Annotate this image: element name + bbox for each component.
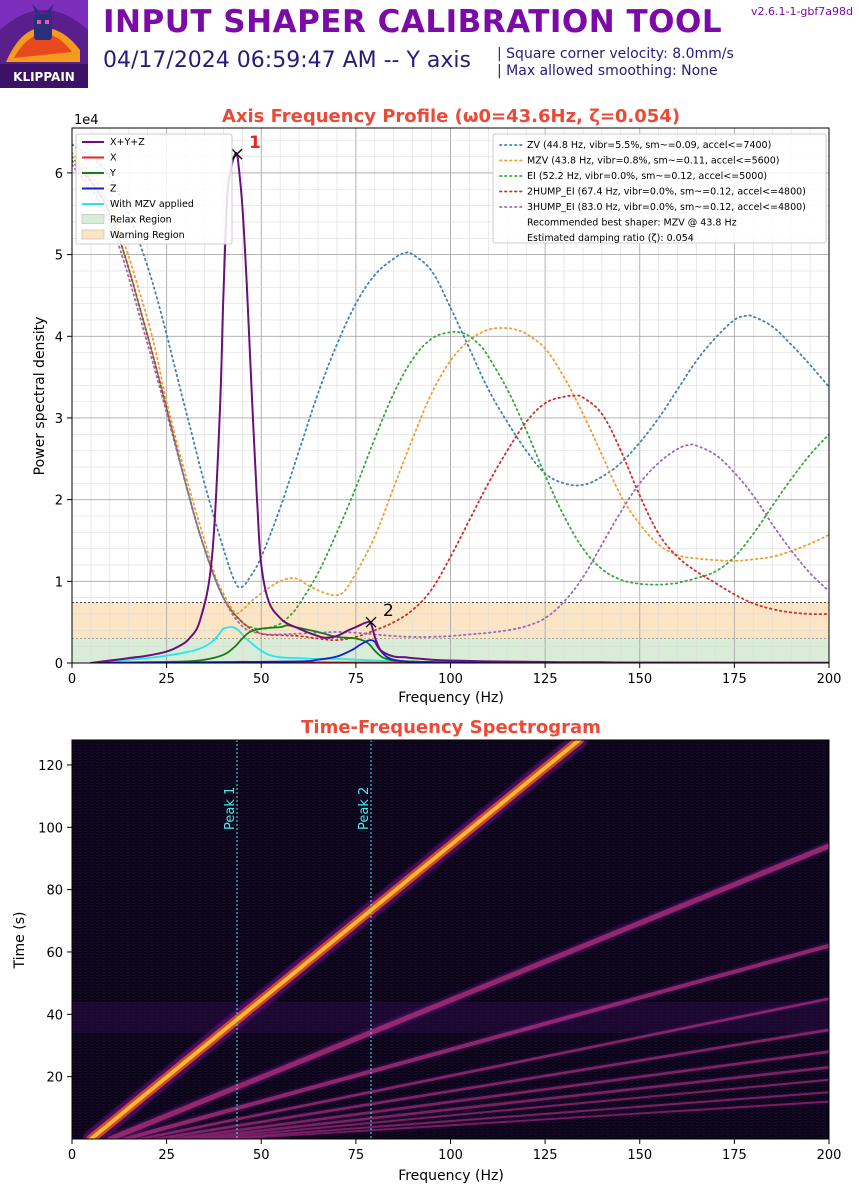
harmonic-mid-10 — [229, 1100, 829, 1139]
legend-shaper-entry: 3HUMP_EI (83.0 Hz, vibr=0.0%, sm~=0.12, … — [527, 202, 806, 213]
harmonic-mid-9 — [214, 1091, 829, 1139]
x-tick-label: 0 — [68, 672, 76, 687]
page-subtitle: 04/17/2024 06:59:47 AM -- Y axis — [103, 48, 471, 73]
spectrogram-chart: Time-Frequency Spectrogram Peak 1 Peak 2 … — [12, 717, 841, 1184]
legend-note: Estimated damping ratio (ζ): 0.054 — [527, 233, 694, 244]
legend-shaper-entry: EI (52.2 Hz, vibr=0.0%, sm~=0.12, accel<… — [527, 171, 767, 182]
version-label: v2.6.1-1-gbf7a98d — [751, 5, 853, 18]
spectrogram-title: Time-Frequency Spectrogram — [301, 717, 601, 738]
y-tick-label: 0 — [55, 657, 63, 672]
info-line-velocity: | Square corner velocity: 8.0mm/s — [497, 46, 734, 62]
x-tick-label: 125 — [533, 1148, 558, 1163]
peak-marker-0 — [231, 148, 243, 160]
logo-text: KLIPPAIN — [13, 70, 75, 84]
legend-swatch-region — [81, 229, 105, 240]
peak-marker-label-1: Peak 2 — [357, 787, 372, 830]
legend-left-entry: Z — [110, 184, 117, 195]
noise-band — [72, 1001, 829, 1034]
y-tick-label: 40 — [46, 1008, 63, 1023]
klippain-logo: KLIPPAIN — [0, 0, 88, 88]
y-scale-label: 1e4 — [74, 113, 99, 128]
legend-left-entry: Y — [109, 168, 116, 179]
peak-markers: Peak 1 Peak 2 — [223, 740, 372, 1139]
harmonic-mid-8 — [199, 1078, 829, 1139]
x-tick-label: 50 — [253, 1148, 270, 1163]
spectrogram-harmonics — [72, 740, 829, 1139]
x-tick-label: 25 — [158, 672, 175, 687]
x-tick-label: 150 — [627, 672, 652, 687]
legend-shaper-entry: 2HUMP_EI (67.4 Hz, vibr=0.0%, sm~=0.12, … — [527, 187, 806, 198]
x-tick-label: 25 — [158, 1148, 175, 1163]
info-line-smoothing: | Max allowed smoothing: None — [497, 63, 718, 79]
y-tick-label: 100 — [38, 821, 63, 836]
x-tick-label: 200 — [817, 672, 842, 687]
y-tick-label: 80 — [46, 884, 63, 899]
y-axis-label: Power spectral density — [32, 317, 48, 476]
y-tick-label: 20 — [46, 1071, 63, 1086]
y-tick-label: 120 — [38, 759, 63, 774]
legend-right-box — [492, 133, 827, 244]
legend-right: ZV (44.8 Hz, vibr=5.5%, sm~=0.09, accel<… — [492, 133, 827, 244]
series-line-6 — [72, 151, 829, 615]
harmonic-mid-7 — [184, 1066, 829, 1139]
calibration-info: | Square corner velocity: 8.0mm/s | Max … — [497, 46, 734, 80]
x-axis-label: Frequency (Hz) — [398, 690, 504, 706]
legend-left-entry: Relax Region — [110, 215, 172, 226]
series-line-0 — [89, 151, 829, 663]
harmonic-mid-6 — [169, 1050, 829, 1139]
frequency-profile-chart: Axis Frequency Profile (ω0=43.6Hz, ζ=0.0… — [32, 106, 841, 706]
peak-label-1: 2 — [383, 601, 394, 621]
harmonic-mid-3 — [123, 943, 829, 1139]
y-tick-label: 60 — [46, 946, 63, 961]
legend-left: X+Y+Z XYZ With MZV applied Relax Region Warn… — [75, 133, 233, 245]
legend-shaper-entry: MZV (43.8 Hz, vibr=0.8%, sm~=0.11, accel… — [527, 156, 779, 167]
x-tick-label: 50 — [253, 672, 270, 687]
peak-marker-label-0: Peak 1 — [223, 787, 238, 830]
chart-axes: 0 25 50 75 100 125 150 175 200 0 1 2 3 4 5 6 — [55, 167, 842, 687]
spectrogram-background — [72, 740, 829, 1139]
x-tick-label: 100 — [438, 1148, 463, 1163]
peak-marker-1 — [365, 616, 377, 628]
y-tick-label: 4 — [55, 330, 63, 345]
series-line-5 — [72, 143, 829, 589]
y-tick-label: 2 — [55, 494, 63, 509]
harmonic-core-1 — [89, 740, 582, 1139]
harmonic-mid-2 — [107, 843, 829, 1139]
x-tick-label: 175 — [722, 1148, 747, 1163]
x-tick-label: 75 — [348, 1148, 365, 1163]
x-tick-label: 175 — [722, 672, 747, 687]
chart-peaks: 12 — [231, 133, 394, 628]
series-line-9 — [72, 163, 829, 638]
x-tick-label: 125 — [533, 672, 558, 687]
legend-left-entry: X+Y+Z — [110, 137, 145, 148]
spectrogram-x-label: Frequency (Hz) — [398, 1168, 504, 1184]
page-title: INPUT SHAPER CALIBRATION TOOL — [103, 4, 723, 40]
legend-note: Recommended best shaper: MZV @ 43.8 Hz — [527, 218, 737, 229]
x-tick-label: 150 — [627, 1148, 652, 1163]
x-tick-label: 0 — [68, 1148, 76, 1163]
legend-shaper-entry: ZV (44.8 Hz, vibr=5.5%, sm~=0.09, accel<… — [527, 140, 771, 151]
chart-title: Axis Frequency Profile (ω0=43.6Hz, ζ=0.0… — [222, 106, 680, 127]
header: KLIPPAIN INPUT SHAPER CALIBRATION TOOL v… — [0, 0, 859, 100]
x-tick-label: 75 — [348, 672, 365, 687]
y-tick-label: 6 — [55, 167, 63, 182]
x-tick-label: 200 — [817, 1148, 842, 1163]
legend-left-entry: With MZV applied — [110, 199, 194, 210]
y-tick-label: 3 — [55, 412, 63, 427]
legend-left-entry: X — [110, 153, 117, 164]
spectrogram-axes: 0 25 50 75 100 125 150 175 200 20 40 60 80 100 120 — [38, 759, 841, 1163]
y-tick-label: 1 — [55, 575, 63, 590]
y-tick-label: 5 — [55, 249, 63, 264]
x-tick-label: 100 — [438, 672, 463, 687]
legend-left-entry: Warning Region — [110, 230, 185, 241]
legend-left-box — [75, 133, 233, 245]
peak-label-0: 1 — [249, 133, 261, 153]
harmonic-mid-4 — [138, 997, 829, 1139]
legend-swatch-region — [81, 214, 105, 224]
spectrogram-y-label: Time (s) — [12, 912, 28, 970]
harmonic-mid-5 — [153, 1028, 829, 1139]
